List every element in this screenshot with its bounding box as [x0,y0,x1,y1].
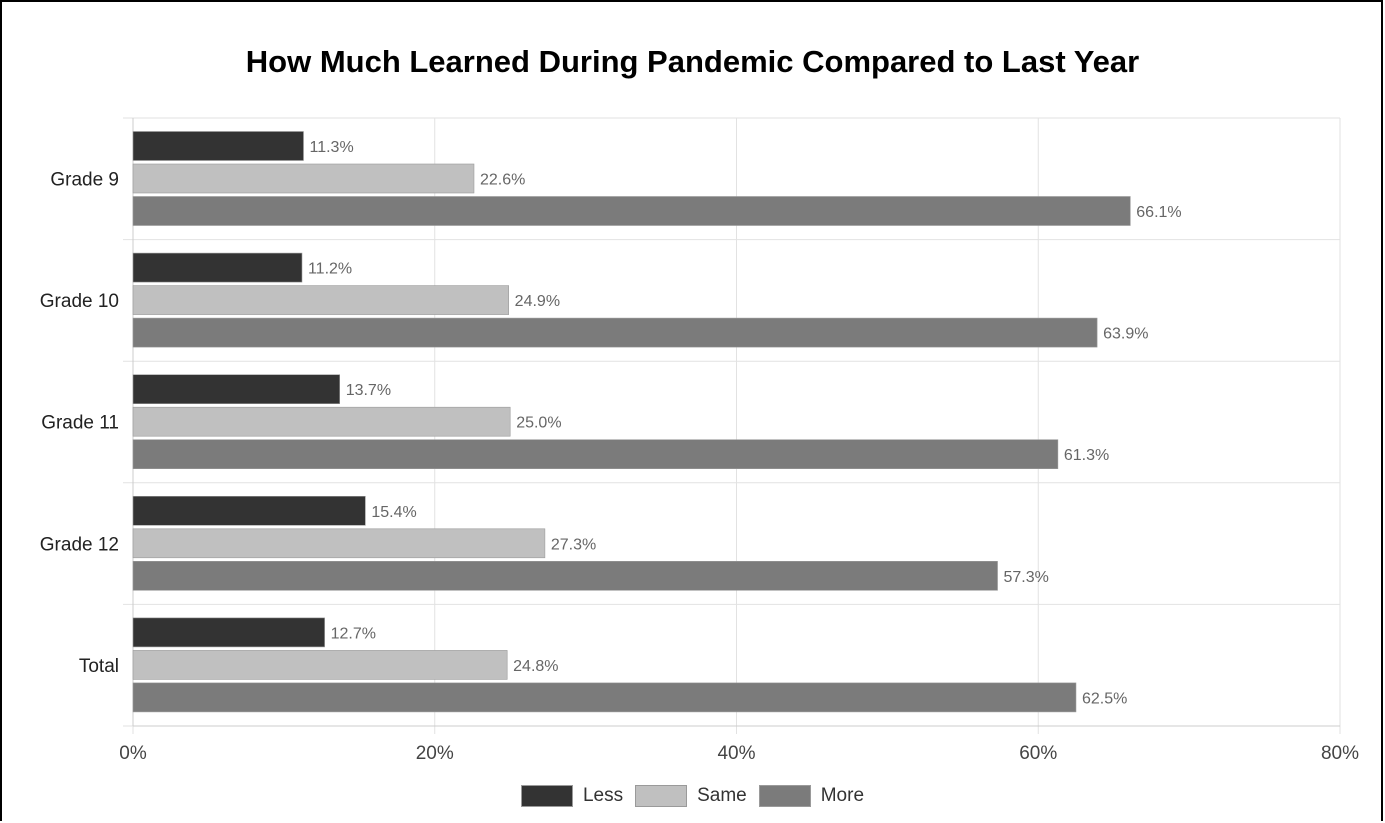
bar-same [132,163,475,194]
x-tick-label: 0% [119,743,147,764]
bar-same [132,285,509,315]
data-label: 24.8% [513,658,558,675]
bar-less [132,374,340,405]
data-label: 66.1% [1136,204,1181,221]
y-tick-label: Total [79,656,119,677]
x-tick-label: 20% [416,743,454,764]
bar-less [132,131,304,161]
data-label: 63.9% [1103,326,1148,343]
data-label: 62.5% [1082,690,1127,707]
legend-item-more[interactable]: More [758,785,865,807]
bar-same [132,406,511,437]
x-tick-label: 80% [1321,743,1359,764]
bar-more [132,439,1059,470]
chart-legend: Less Same More [0,785,1385,807]
legend-swatch [520,785,573,807]
data-label: 13.7% [346,382,391,399]
data-label: 11.3% [309,139,353,156]
legend-item-same[interactable]: Same [635,785,747,807]
data-label: 15.4% [371,504,416,521]
legend-label: Less [582,785,624,806]
y-tick-label: Grade 11 [41,413,119,434]
x-tick-label: 60% [1019,743,1057,764]
legend-item-less[interactable]: Less [520,785,624,807]
bar-more [132,196,1131,226]
data-label: 12.7% [331,625,376,642]
legend-swatch [635,785,688,807]
y-tick-label: Grade 10 [40,291,119,312]
bar-same [132,528,546,559]
data-label: 11.2% [308,261,352,278]
data-label: 27.3% [551,536,596,553]
x-tick-label: 40% [717,743,755,764]
y-tick-label: Grade 12 [40,534,119,555]
legend-label: Same [697,785,747,806]
data-label: 61.3% [1064,447,1109,464]
bar-less [132,617,325,648]
legend-swatch [758,785,811,807]
legend-label: More [820,785,865,806]
bar-same [132,650,508,680]
bar-less [132,495,366,526]
bar-more [132,317,1098,348]
bar-more [132,682,1077,713]
y-tick-label: Grade 9 [50,170,119,191]
bar-less [132,252,303,283]
data-label: 25.0% [516,415,561,432]
data-label: 22.6% [480,172,525,189]
chart-title: How Much Learned During Pandemic Compare… [245,44,1140,79]
bar-more [132,560,998,591]
data-label: 24.9% [515,293,560,310]
data-label: 57.3% [1004,569,1049,586]
